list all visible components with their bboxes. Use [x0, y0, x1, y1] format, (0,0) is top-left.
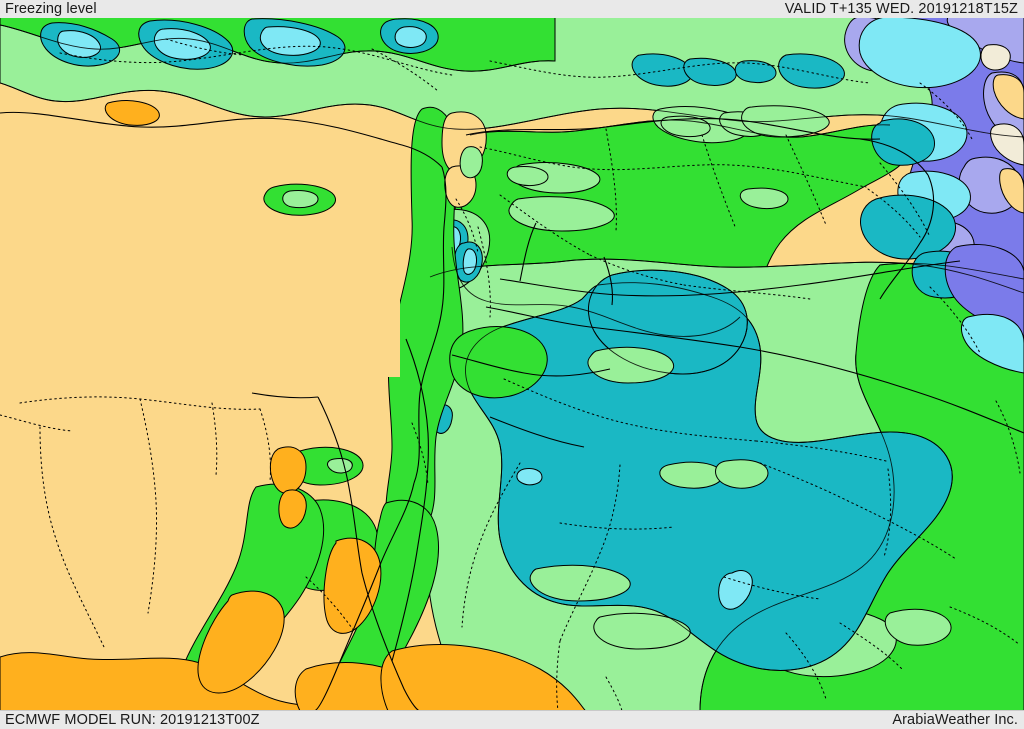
band-light-green-se-inset-2 — [884, 608, 952, 646]
band-bright-green-hejaz — [321, 499, 439, 711]
band-light-green-patch-4 — [508, 196, 615, 232]
band-teal-iraq-2 — [683, 57, 737, 86]
band-lightcyan-north-1 — [57, 30, 101, 58]
band-sand-mediterranean — [0, 116, 400, 378]
band-deep-orange-eg-1 — [323, 537, 382, 634]
freezing-level-contour-map[interactable] — [0, 17, 1024, 711]
map-canvas[interactable] — [0, 17, 1024, 711]
band-light-green-cyprus-core — [282, 190, 319, 209]
band-teal-iraq-1 — [631, 53, 693, 87]
band-sand-zagros-valley-1 — [992, 74, 1024, 120]
product-title: Freezing level — [5, 1, 97, 17]
band-cream-zagros-peak-1 — [980, 44, 1011, 71]
band-teal-ne-1 — [871, 118, 935, 166]
model-run-label: ECMWF MODEL RUN: 20191213T00Z — [5, 712, 260, 728]
band-light-green-arabia-inset-3 — [715, 459, 769, 489]
band-lightcyan-ne-4 — [960, 314, 1024, 374]
band-teal-iraq-3 — [734, 60, 777, 84]
band-light-green-arabia-inset-5 — [593, 612, 691, 650]
band-light-green-patch-6 — [739, 187, 789, 210]
map-header-bar: Freezing level VALID T+135 WED. 20191218… — [0, 0, 1024, 18]
band-deep-orange-arabia-sw — [197, 590, 285, 694]
band-sand-zagros-valley-2 — [999, 168, 1024, 214]
band-deep-orange-eg-3 — [278, 489, 307, 529]
band-lightcyan-north-4 — [394, 26, 427, 48]
provider-label: ArabiaWeather Inc. — [892, 712, 1018, 728]
contour-lines — [0, 24, 1024, 711]
band-lightcyan-levant-2 — [462, 248, 477, 275]
map-footer-bar: ECMWF MODEL RUN: 20191213T00Z ArabiaWeat… — [0, 710, 1024, 729]
band-light-green-patch-3 — [506, 166, 549, 187]
band-lightcyan-north-2 — [153, 28, 211, 60]
band-lightcyan-caspian — [858, 17, 981, 89]
band-lightcyan-arabia-2 — [718, 570, 753, 610]
band-deep-orange-south-3 — [380, 644, 587, 711]
band-light-green-syria-coast-inset — [459, 146, 483, 179]
band-light-green-arabia-inset-1 — [587, 346, 675, 384]
band-light-green-arabia-inset-2 — [659, 461, 723, 489]
band-teal-ne-2 — [860, 194, 956, 260]
band-light-green-nile-delta-inner — [326, 458, 353, 474]
band-light-green-arabia-inset-4 — [529, 564, 631, 602]
band-deep-orange-coast-turkey — [104, 100, 160, 126]
valid-time-label: VALID T+135 WED. 20191218T15Z — [784, 1, 1018, 17]
band-light-green-patch-2 — [660, 115, 711, 138]
band-teal-iraq-4 — [778, 53, 845, 89]
band-lightcyan-arabia-1 — [516, 468, 543, 486]
band-bright-green-sinai-east — [449, 326, 548, 399]
